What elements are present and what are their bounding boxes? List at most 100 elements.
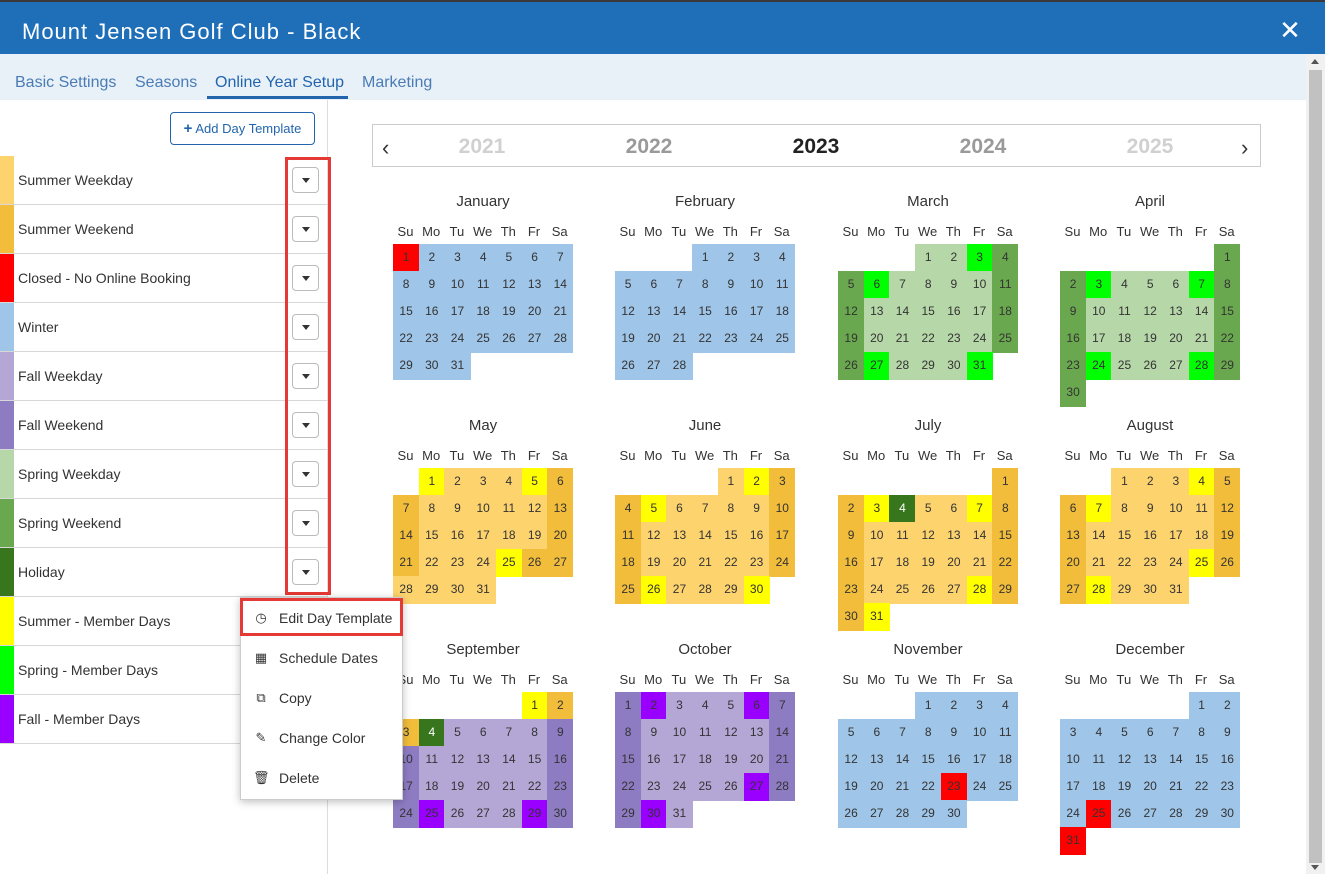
template-row[interactable]: Fall Weekend	[0, 401, 328, 450]
calendar-day[interactable]: 14	[1162, 746, 1189, 774]
template-row[interactable]: Spring Weekend	[0, 499, 328, 548]
calendar-day[interactable]: 21	[547, 298, 574, 326]
calendar-day[interactable]: 23	[743, 549, 770, 577]
calendar-day[interactable]: 16	[1060, 325, 1087, 353]
calendar-day[interactable]: 23	[1137, 549, 1164, 577]
calendar-day[interactable]: 14	[666, 298, 693, 326]
calendar-day[interactable]: 8	[915, 719, 942, 747]
calendar-day[interactable]: 29	[615, 800, 642, 828]
calendar-day[interactable]: 18	[769, 298, 796, 326]
template-row[interactable]: Fall Weekday	[0, 352, 328, 401]
calendar-day[interactable]: 28	[547, 325, 574, 353]
calendar-day[interactable]: 26	[838, 352, 865, 380]
calendar-day[interactable]: 11	[992, 719, 1019, 747]
calendar-day[interactable]: 15	[418, 522, 445, 550]
calendar-day[interactable]: 9	[1137, 495, 1164, 523]
calendar-day[interactable]: 3	[444, 244, 471, 272]
template-row[interactable]: Spring - Member Days	[0, 646, 328, 695]
calendar-day[interactable]: 23	[717, 325, 744, 353]
template-dropdown-button[interactable]	[292, 559, 319, 585]
calendar-day[interactable]: 25	[692, 773, 719, 801]
calendar-day[interactable]: 23	[940, 325, 967, 353]
calendar-day[interactable]: 2	[547, 692, 574, 720]
calendar-day[interactable]: 4	[470, 244, 497, 272]
calendar-day[interactable]: 10	[666, 719, 693, 747]
calendar-day[interactable]: 7	[889, 719, 916, 747]
calendar-day[interactable]: 4	[889, 495, 916, 523]
calendar-day[interactable]: 5	[521, 468, 548, 496]
calendar-day[interactable]: 13	[743, 719, 770, 747]
calendar-day[interactable]: 1	[717, 468, 744, 496]
calendar-day[interactable]: 3	[966, 692, 993, 720]
calendar-day[interactable]: 26	[615, 352, 642, 380]
calendar-day[interactable]: 28	[889, 352, 916, 380]
calendar-day[interactable]: 12	[1137, 298, 1164, 326]
calendar-day[interactable]: 24	[393, 800, 420, 828]
calendar-day[interactable]: 12	[640, 522, 667, 550]
calendar-day[interactable]: 18	[1111, 325, 1138, 353]
calendar-day[interactable]: 7	[1162, 719, 1189, 747]
calendar-day[interactable]: 22	[915, 773, 942, 801]
calendar-day[interactable]: 28	[1188, 352, 1215, 380]
calendar-day[interactable]: 1	[1214, 244, 1241, 272]
calendar-day[interactable]: 12	[521, 495, 548, 523]
calendar-day[interactable]: 29	[915, 352, 942, 380]
calendar-day[interactable]: 27	[470, 800, 497, 828]
calendar-day[interactable]: 21	[1162, 773, 1189, 801]
calendar-day[interactable]: 8	[1188, 719, 1215, 747]
calendar-day[interactable]: 27	[666, 576, 693, 604]
calendar-day[interactable]: 27	[521, 325, 548, 353]
calendar-day[interactable]: 25	[470, 325, 497, 353]
calendar-day[interactable]: 25	[1188, 549, 1215, 577]
calendar-day[interactable]: 26	[717, 773, 744, 801]
calendar-day[interactable]: 13	[1162, 298, 1189, 326]
calendar-day[interactable]: 24	[666, 773, 693, 801]
calendar-day[interactable]: 2	[940, 244, 967, 272]
calendar-day[interactable]: 19	[717, 746, 744, 774]
calendar-day[interactable]: 2	[640, 692, 667, 720]
calendar-day[interactable]: 31	[1060, 827, 1087, 855]
calendar-day[interactable]: 10	[1162, 495, 1189, 523]
template-row[interactable]: Spring Weekday	[0, 450, 328, 499]
calendar-day[interactable]: 13	[547, 495, 574, 523]
calendar-day[interactable]: 3	[1060, 719, 1087, 747]
calendar-day[interactable]: 24	[1060, 800, 1087, 828]
calendar-day[interactable]: 22	[1111, 549, 1138, 577]
calendar-day[interactable]: 15	[717, 522, 744, 550]
calendar-day[interactable]: 22	[393, 325, 420, 353]
calendar-day[interactable]: 15	[692, 298, 719, 326]
template-row[interactable]: Summer - Member Days	[0, 597, 328, 646]
tab-online-year-setup[interactable]: Online Year Setup	[215, 74, 344, 91]
calendar-day[interactable]: 4	[692, 692, 719, 720]
scroll-up-arrow[interactable]	[1311, 59, 1319, 64]
calendar-day[interactable]: 24	[863, 576, 890, 604]
calendar-day[interactable]: 5	[1137, 271, 1164, 299]
calendar-day[interactable]: 4	[495, 468, 522, 496]
calendar-day[interactable]: 20	[743, 746, 770, 774]
calendar-day[interactable]: 21	[692, 549, 719, 577]
calendar-day[interactable]: 16	[640, 746, 667, 774]
calendar-day[interactable]: 6	[940, 495, 967, 523]
calendar-day[interactable]: 13	[1060, 522, 1087, 550]
calendar-day[interactable]: 22	[521, 773, 548, 801]
calendar-day[interactable]: 2	[838, 495, 865, 523]
calendar-day[interactable]: 20	[863, 773, 890, 801]
calendar-day[interactable]: 12	[1214, 495, 1241, 523]
calendar-day[interactable]: 30	[1137, 576, 1164, 604]
calendar-day[interactable]: 18	[495, 522, 522, 550]
calendar-day[interactable]: 15	[393, 298, 420, 326]
calendar-day[interactable]: 1	[915, 692, 942, 720]
calendar-day[interactable]: 17	[1060, 773, 1087, 801]
calendar-day[interactable]: 2	[418, 244, 445, 272]
calendar-day[interactable]: 22	[717, 549, 744, 577]
template-dropdown-button[interactable]	[292, 461, 319, 487]
calendar-day[interactable]: 2	[444, 468, 471, 496]
calendar-day[interactable]: 3	[966, 244, 993, 272]
tab-seasons[interactable]: Seasons	[135, 74, 198, 91]
calendar-day[interactable]: 2	[940, 692, 967, 720]
calendar-day[interactable]: 29	[1188, 800, 1215, 828]
calendar-day[interactable]: 23	[418, 325, 445, 353]
calendar-day[interactable]: 28	[692, 576, 719, 604]
calendar-day[interactable]: 5	[615, 271, 642, 299]
calendar-day[interactable]: 10	[743, 271, 770, 299]
